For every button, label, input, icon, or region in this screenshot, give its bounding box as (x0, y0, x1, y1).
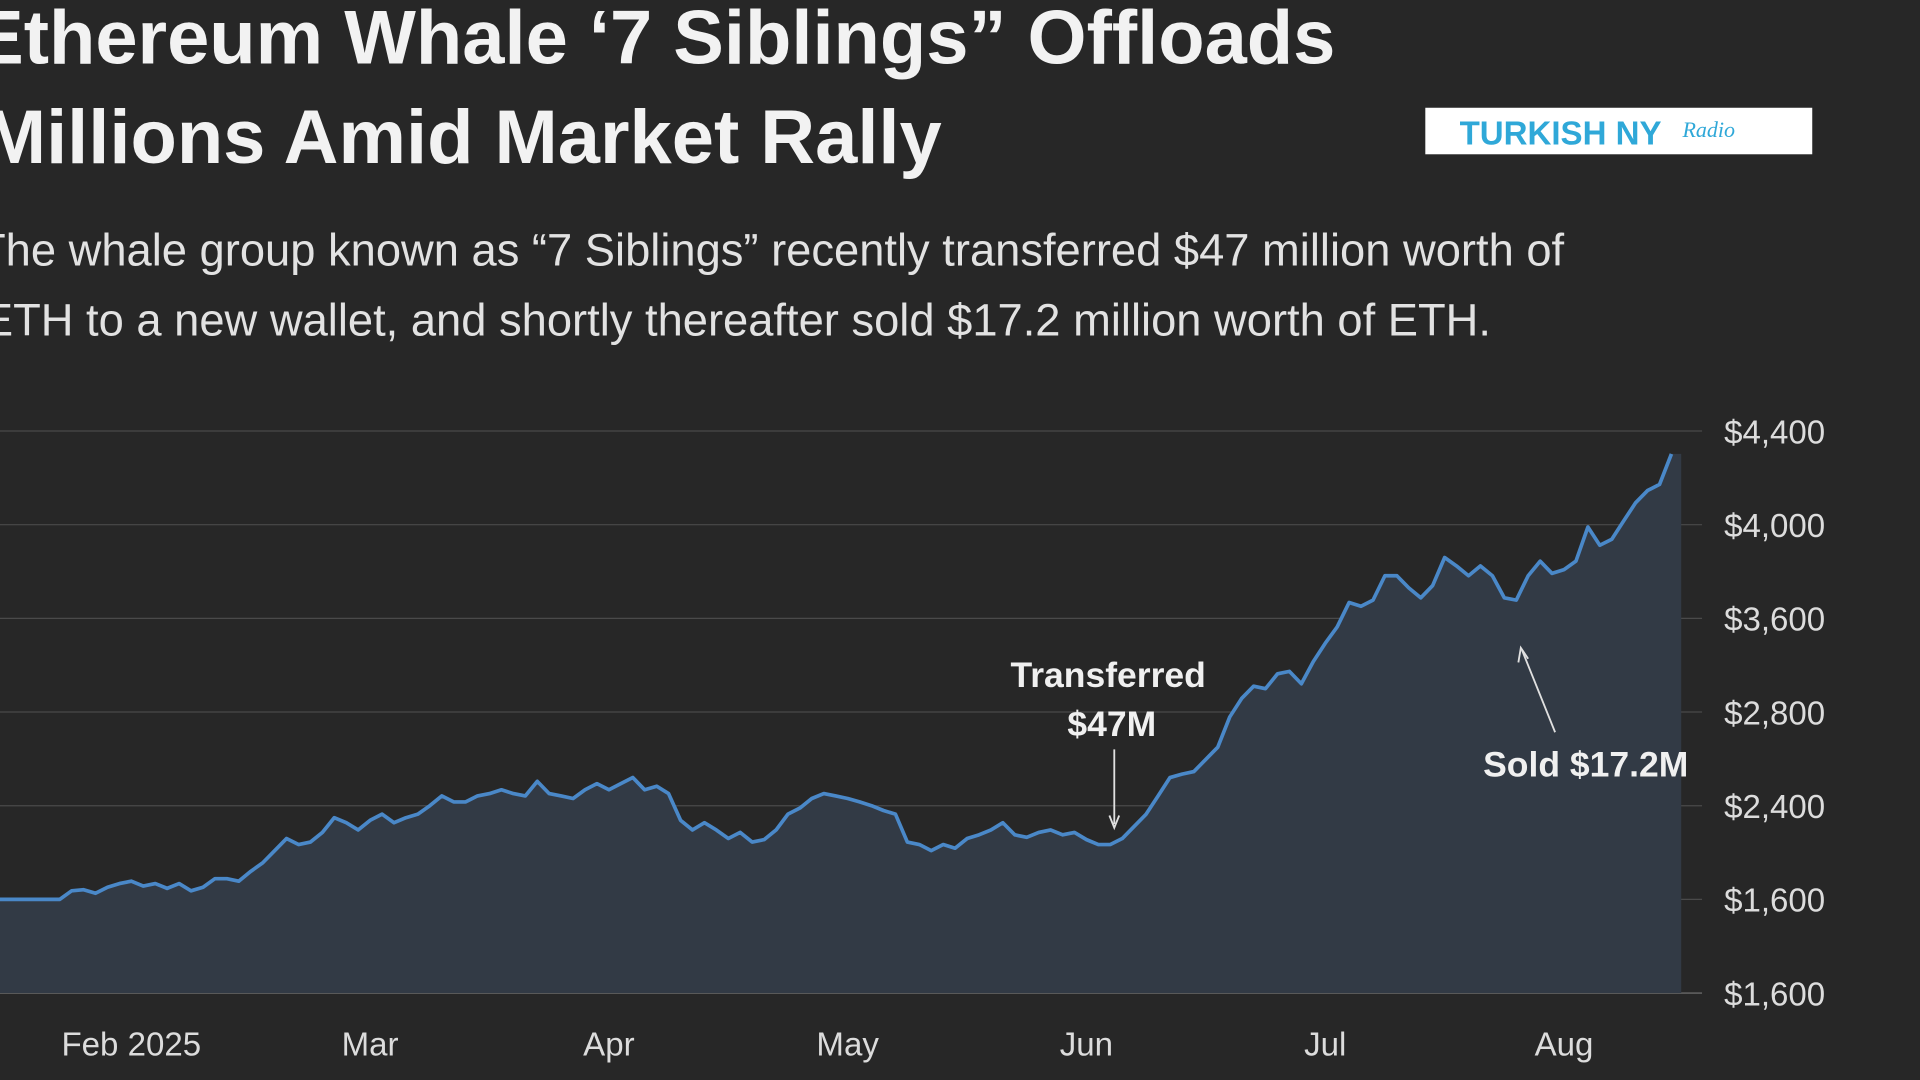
annotation-arrow (1521, 649, 1556, 733)
x-tick-label: Jun (1060, 1027, 1113, 1064)
x-tick-label: May (816, 1027, 879, 1064)
x-tick-label: Mar (342, 1027, 399, 1064)
x-tick-label: Feb 2025 (61, 1027, 201, 1064)
x-tick-label: Apr (583, 1027, 634, 1064)
title-line: Millions Amid Market Rally (0, 95, 942, 180)
logo-brand: TURKISH NY (1460, 115, 1662, 152)
annotation-arrowhead (1517, 645, 1529, 663)
y-tick-label: $4,400 (1724, 414, 1825, 451)
y-tick-label: $4,000 (1724, 508, 1825, 545)
annotation-text: Transferred (1010, 655, 1205, 695)
y-tick-label: $2,400 (1724, 789, 1825, 826)
x-tick-label: Aug (1535, 1027, 1594, 1064)
subtitle-line: ETH to a new wallet, and shortly thereaf… (0, 295, 1491, 346)
title-line: Ethereum Whale ‘7 Siblings” Offloads (0, 0, 1335, 81)
y-tick-label: $1,600 (1724, 976, 1825, 1013)
annotation-arrowhead (1108, 815, 1121, 831)
logo-box (1425, 107, 1813, 155)
y-tick-label: $1,600 (1724, 883, 1825, 920)
logo-script: Radio (1681, 117, 1735, 142)
y-tick-label: $3,600 (1724, 602, 1825, 639)
annotation-text: $47M (1067, 704, 1156, 744)
subtitle-line: The whale group known as “7 Siblings” re… (0, 225, 1565, 276)
line (0, 453, 1674, 902)
area (0, 453, 1682, 994)
x-tick-label: Jul (1304, 1027, 1346, 1064)
plot: $4,400 $4,000 $3,600 $2,800 $2,400 $1,600 $1,6… (0, 414, 1825, 1064)
annotation-text: Sold $17.2M (1483, 744, 1688, 784)
y-tick-label: $2,800 (1724, 695, 1825, 732)
